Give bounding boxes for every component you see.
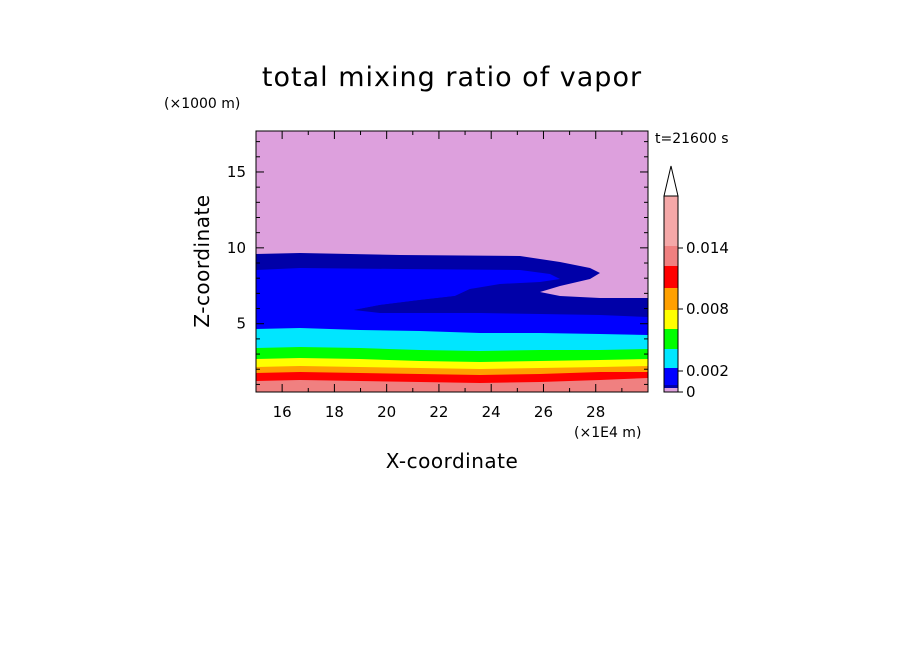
y-tick-label: 15 [227,163,246,181]
colorbar-segment [664,310,678,329]
colorbar: 0 0.002 0.008 0.014 [663,165,729,401]
time-label: t=21600 s [655,131,729,147]
x-tick-label: 28 [586,403,605,421]
x-axis-ticks: 16 18 20 22 24 26 28 [255,131,649,421]
x-unit-label: (×1E4 m) [574,425,641,441]
colorbar-segment [664,329,678,349]
y-tick-label: 10 [227,239,246,257]
band-dark-blue-tongue [354,287,530,311]
y-axis-label: Z-coordinate [190,194,214,327]
x-tick-label: 26 [534,403,553,421]
chart-title: total mixing ratio of vapor [262,62,642,93]
colorbar-segment [664,288,678,310]
y-tick-label: 5 [236,315,246,333]
colorbar-tick-label: 0 [686,383,696,401]
colorbar-segment [664,368,678,385]
x-tick-label: 20 [377,403,396,421]
y-unit-label: (×1000 m) [164,96,240,112]
x-tick-label: 18 [325,403,344,421]
colorbar-tick-label: 0.002 [686,362,729,380]
x-axis-label: X-coordinate [386,449,519,473]
colorbar-segment [664,388,678,392]
colorbar-segment [664,385,678,388]
colorbar-tick-label: 0.014 [686,239,729,257]
plot-area [256,131,648,392]
x-tick-label: 24 [482,403,501,421]
colorbar-segment [664,246,678,266]
colorbar-extend-arrow [663,165,679,197]
x-tick-label: 22 [429,403,448,421]
colorbar-segment [664,266,678,288]
band-light-red [256,378,648,392]
y-axis-ticks: 5 10 15 [227,141,648,385]
colorbar-segment [664,349,678,368]
x-tick-label: 16 [273,403,292,421]
plot-frame [255,130,649,393]
colorbar-tick-label: 0.008 [686,300,729,318]
colorbar-segment [664,196,678,246]
